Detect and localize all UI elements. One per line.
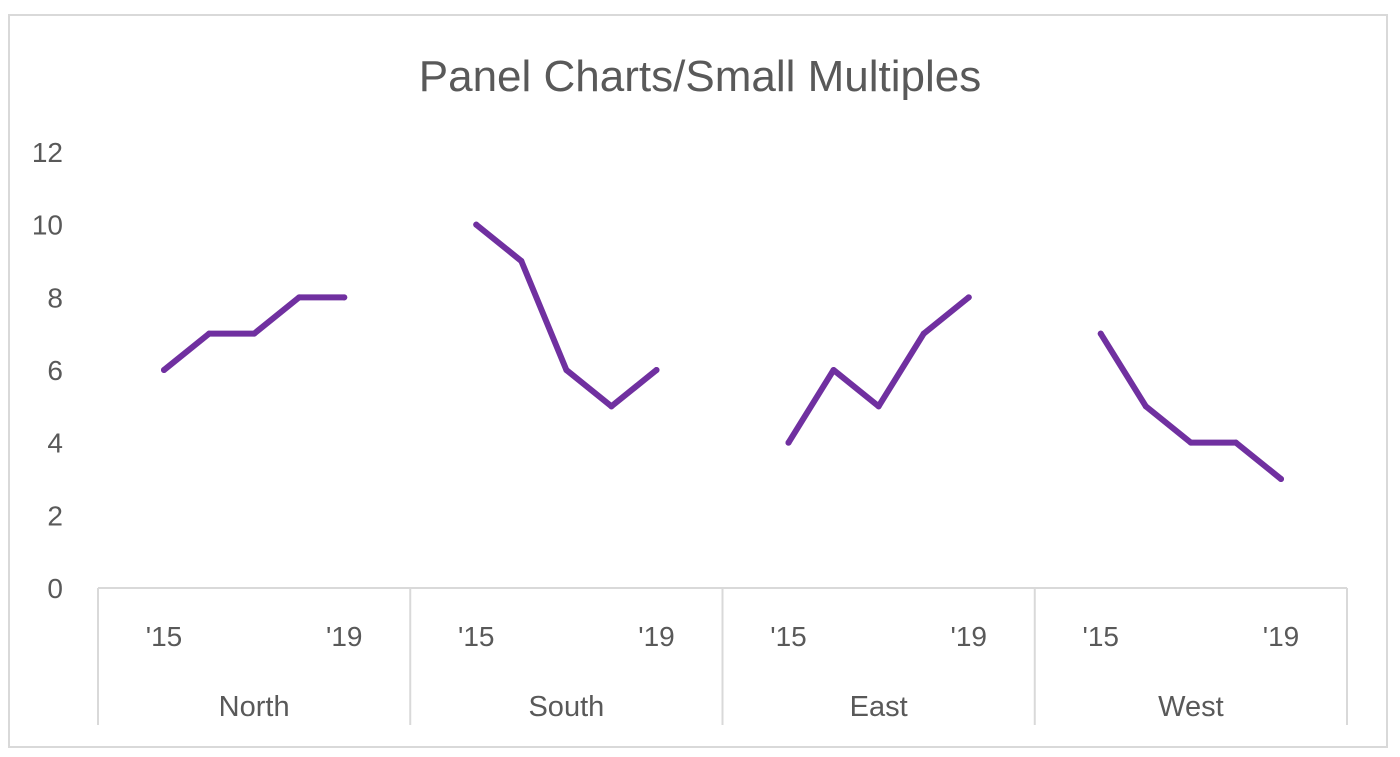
data-point xyxy=(965,294,972,301)
y-tick-label: 8 xyxy=(47,282,63,313)
data-point xyxy=(206,330,213,337)
panel-label-south: South xyxy=(528,691,604,723)
y-axis: 0 2 4 6 8 10 12 xyxy=(32,137,63,604)
data-point xyxy=(608,403,615,410)
series-line-east xyxy=(785,294,972,446)
x-tick-label: '15 xyxy=(770,621,807,652)
chart-title: Panel Charts/Small Multiples xyxy=(418,52,982,101)
x-tick-label: '19 xyxy=(638,621,675,652)
y-tick-label: 12 xyxy=(32,137,63,168)
data-point xyxy=(1097,330,1104,337)
data-point xyxy=(473,221,480,228)
series-line-south xyxy=(473,221,660,410)
data-point xyxy=(251,330,258,337)
data-point xyxy=(518,258,525,264)
panel-label-north: North xyxy=(219,691,290,723)
x-tick-label: '19 xyxy=(326,621,363,652)
chart-frame xyxy=(8,14,1388,748)
y-tick-label: 4 xyxy=(47,428,63,459)
panel-label-east: East xyxy=(850,691,908,723)
data-point xyxy=(830,367,837,373)
x-tick-label: '15 xyxy=(458,621,495,652)
data-point xyxy=(1187,439,1194,446)
data-point xyxy=(875,403,882,410)
x-tick-label: '15 xyxy=(146,621,183,652)
series-lines xyxy=(161,221,1284,482)
data-point xyxy=(563,367,570,373)
y-tick-label: 0 xyxy=(47,573,63,604)
data-point xyxy=(1232,439,1239,446)
data-point xyxy=(341,294,348,301)
data-point xyxy=(161,367,167,373)
x-axis: '15 '19 North '15 '19 South '15 '19 East '15 '19 We… xyxy=(97,587,1348,725)
y-tick-label: 6 xyxy=(47,355,63,386)
y-tick-label: 2 xyxy=(47,500,63,531)
data-point xyxy=(1142,403,1149,410)
series-line-west xyxy=(1097,330,1284,482)
data-point xyxy=(653,367,660,373)
data-point xyxy=(785,439,792,446)
panel-label-west: West xyxy=(1158,691,1224,723)
x-tick-label: '15 xyxy=(1083,621,1120,652)
x-tick-label: '19 xyxy=(951,621,988,652)
data-point xyxy=(920,330,927,337)
x-tick-label: '19 xyxy=(1263,621,1300,652)
data-point xyxy=(296,294,303,301)
y-tick-label: 10 xyxy=(32,210,63,241)
data-point xyxy=(1278,476,1284,482)
